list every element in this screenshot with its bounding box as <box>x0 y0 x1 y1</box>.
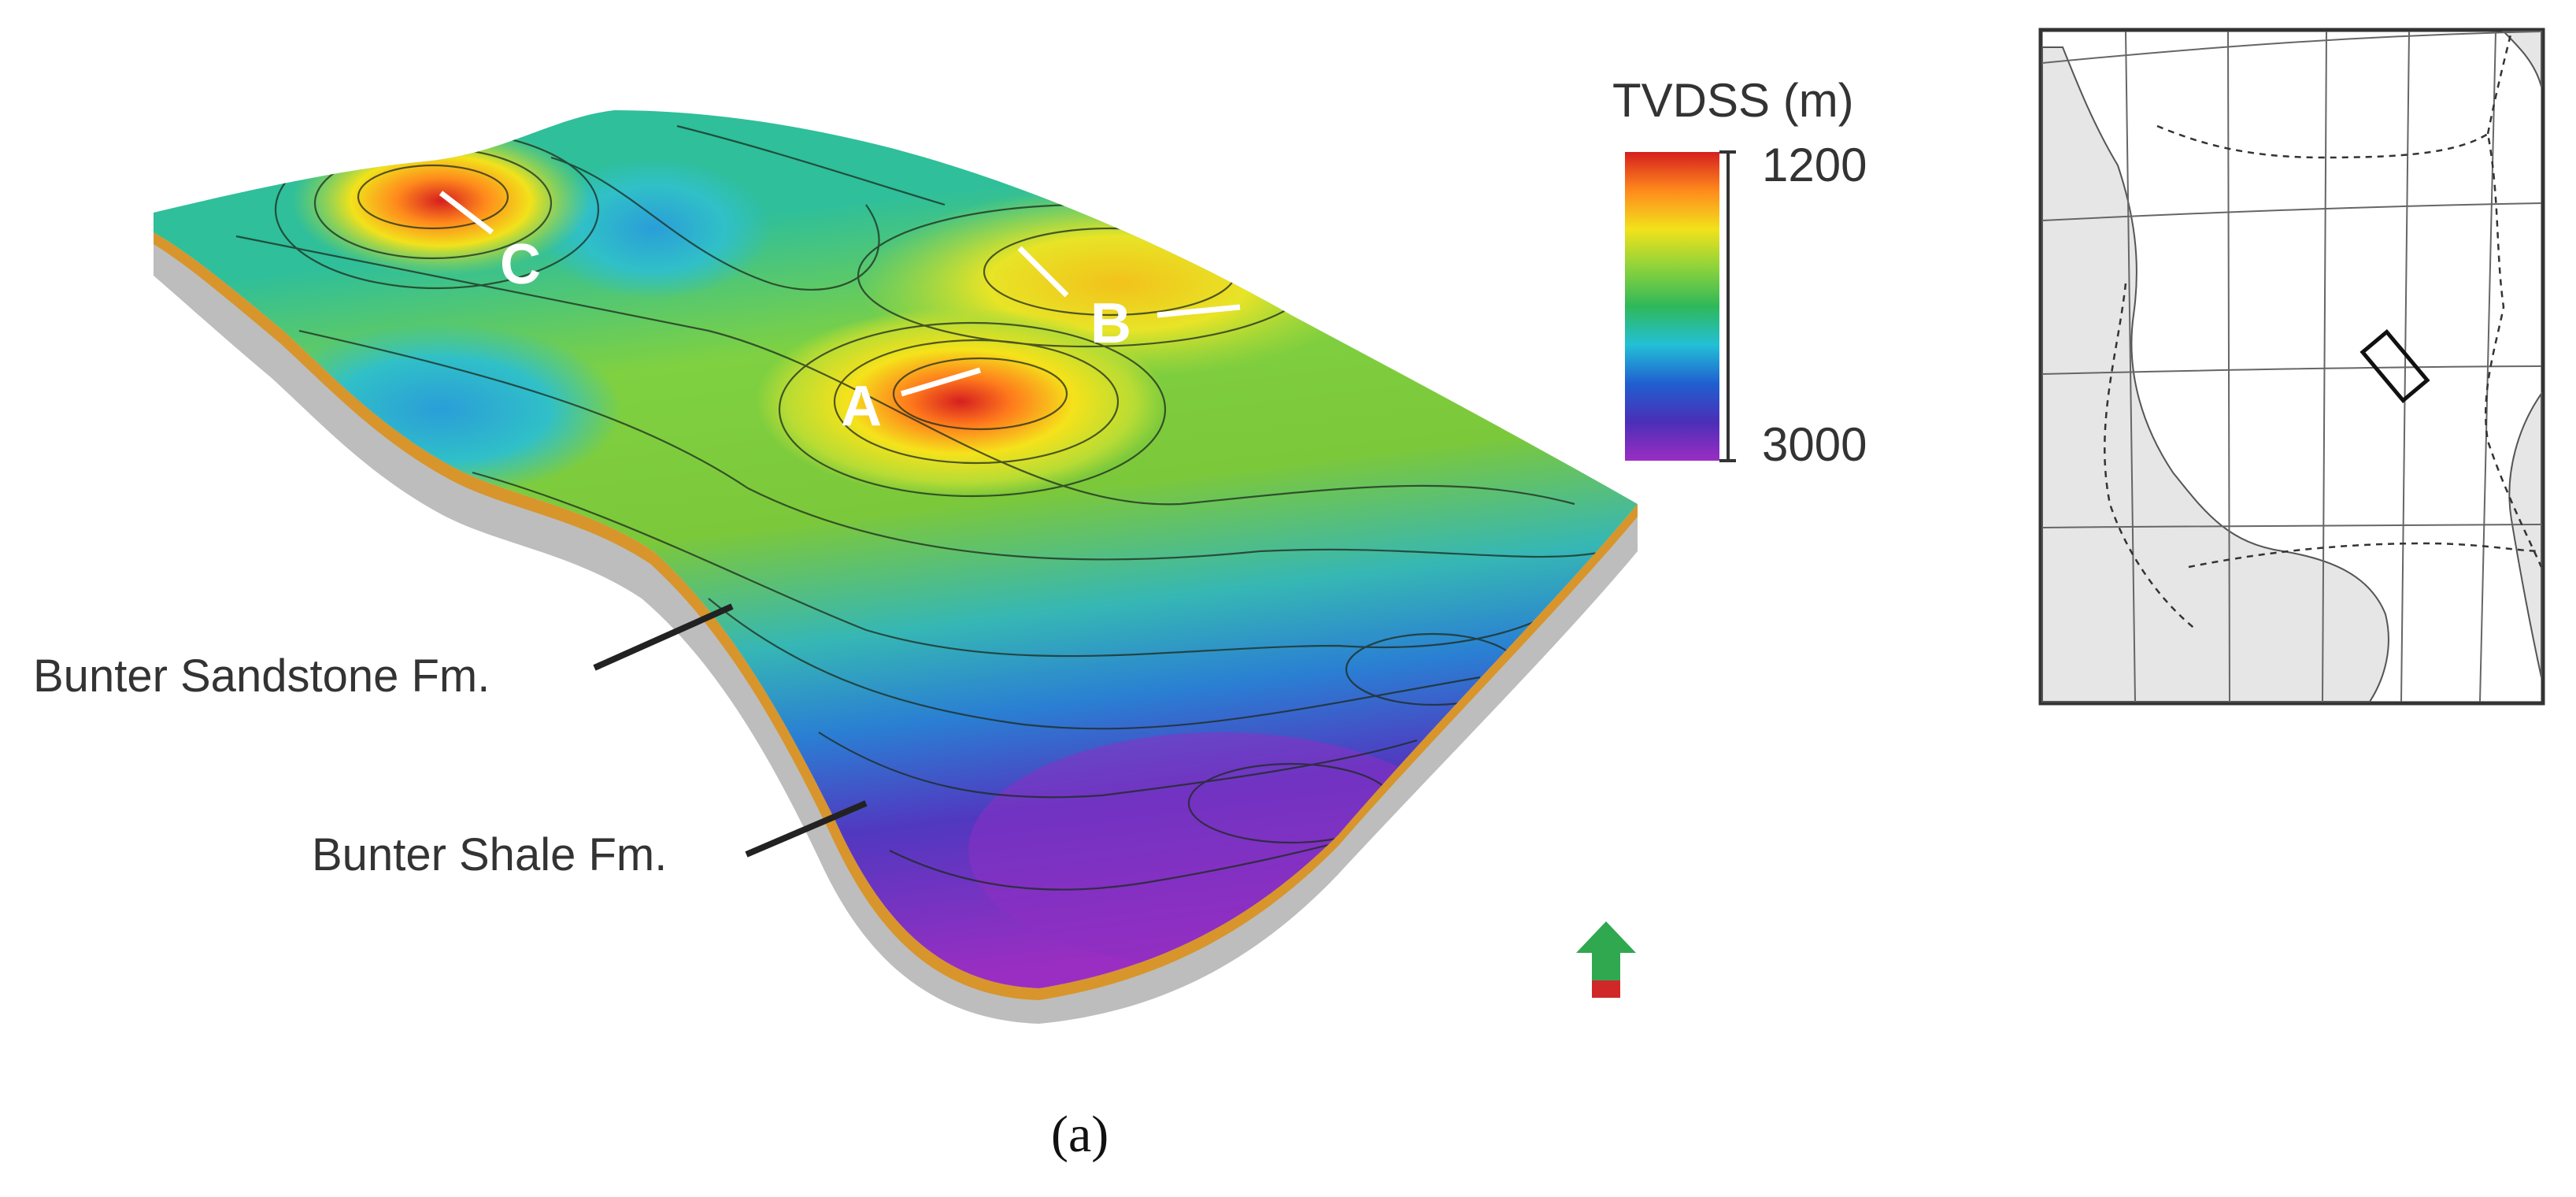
shale-label: Bunter Shale Fm. <box>312 829 667 880</box>
marker-line-c <box>439 191 494 235</box>
point-label-a: A <box>841 375 882 438</box>
sandstone-label: Bunter Sandstone Fm. <box>33 650 490 702</box>
dome-c <box>291 126 590 276</box>
sandstone-pointer <box>593 603 734 671</box>
colorbar-bottom-value: 3000 <box>1762 418 1867 471</box>
depth-colorbar: TVDSS (m) 1200 3000 <box>1612 74 1867 471</box>
point-label-b: B <box>1090 292 1131 355</box>
colorbar-top-value: 1200 <box>1762 139 1867 191</box>
marker-line-b1 <box>1017 246 1069 298</box>
colorbar-ticks <box>1719 150 1736 462</box>
dome-a <box>756 307 1165 496</box>
map-grid <box>2041 31 2542 702</box>
sector-boundaries <box>2104 31 2543 631</box>
surface-block: C B A <box>154 110 1638 1024</box>
colorbar-ramp <box>1625 152 1719 461</box>
marker-line-a <box>900 367 982 397</box>
shale-pointer <box>745 800 868 858</box>
location-map <box>2038 28 2545 706</box>
point-label-c: C <box>500 233 541 296</box>
study-area-marker <box>2359 328 2430 404</box>
land-east <box>2509 394 2541 677</box>
formation-labels: Bunter Sandstone Fm. Bunter Shale Fm. <box>33 603 868 880</box>
north-arrow-icon <box>1576 921 1636 998</box>
point-labels: C B A <box>439 191 1241 438</box>
colorbar-title: TVDSS (m) <box>1612 74 1854 127</box>
marker-line-b2 <box>1157 304 1241 318</box>
figure-caption: (a) <box>1051 1106 1108 1163</box>
